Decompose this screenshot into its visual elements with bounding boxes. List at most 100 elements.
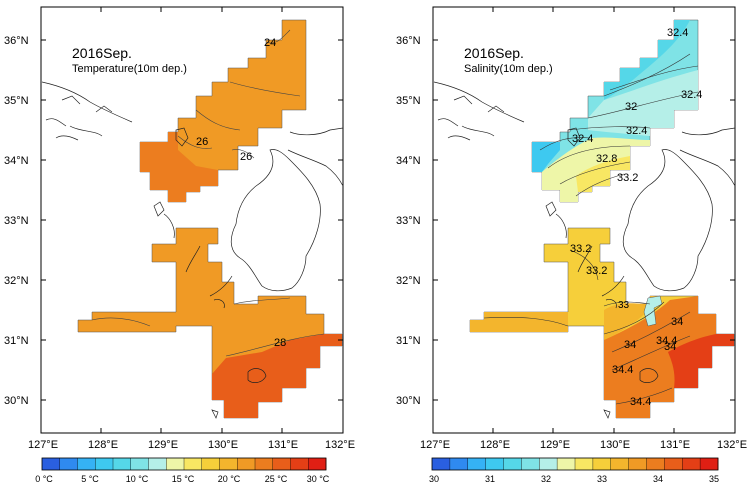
coastline [41, 81, 344, 419]
contour-label: 32.4 [572, 133, 593, 145]
colorbar-swatch [184, 458, 203, 470]
salinity-highest-zone [668, 334, 734, 388]
temperature-warm-zone [212, 334, 342, 418]
colorbar-swatch [432, 458, 451, 470]
colorbar-swatch [113, 458, 132, 470]
colorbar-tick-label: 34 [653, 474, 663, 484]
colorbar-swatch [148, 458, 167, 470]
lon-axis: 127°E 128°E 129°E 130°E 131°E 132°E [28, 439, 355, 451]
temperature-colorbar [41, 457, 327, 471]
salinity-colorbar [431, 457, 719, 471]
lat-label: 34°N [396, 155, 421, 167]
lon-label: 128°E [480, 439, 510, 451]
temperature-contours [91, 29, 325, 357]
contour-label: 33 [618, 300, 630, 311]
colorbar-swatch [42, 458, 61, 470]
colorbar-swatch [610, 458, 630, 470]
contour-label: 33.2 [570, 243, 591, 255]
contour-label: 34.4 [630, 396, 651, 408]
colorbar-swatch [255, 458, 274, 470]
lat-ticks [432, 7, 736, 433]
colorbar-swatch [503, 458, 522, 470]
lon-label: 130°E [600, 439, 630, 451]
contour-label: 32.4 [667, 27, 688, 39]
colorbar-swatch [272, 458, 291, 470]
lat-label: 30°N [4, 395, 29, 407]
colorbar-swatch [166, 458, 185, 470]
contour-label: 34 [671, 316, 683, 328]
colorbar-swatch [682, 458, 701, 470]
lon-label: 132°E [325, 439, 355, 451]
map-subtitle: Salinity(10m dep.) [464, 63, 553, 75]
colorbar-tick-label: 31 [485, 474, 495, 484]
contour-label: 32.8 [596, 153, 617, 165]
colorbar-swatch [237, 458, 256, 470]
lat-label: 35°N [396, 95, 421, 107]
salinity-map-panel: 32.4 32 32.4 32.4 32.4 32.8 33.2 33.2 33… [396, 6, 747, 484]
lat-label: 34°N [4, 155, 29, 167]
lat-label: 36°N [4, 35, 29, 47]
colorbar-swatch [449, 458, 469, 470]
temperature-mid-zone [140, 132, 218, 202]
lat-label: 35°N [4, 95, 29, 107]
salinity-contours [483, 53, 699, 405]
lon-label: 127°E [28, 439, 58, 451]
colorbar-swatch [290, 458, 309, 470]
salinity-fresh-zone [532, 142, 560, 172]
lat-label: 30°N [396, 395, 421, 407]
map-title: 2016Sep. [72, 45, 132, 61]
lat-label: 31°N [4, 335, 29, 347]
colorbar-tick-label: 32 [541, 474, 551, 484]
contour-label: 32.4 [681, 89, 702, 101]
colorbar-swatch [557, 458, 576, 470]
contour-label: 28 [274, 337, 286, 349]
contour-label: 34.4 [612, 364, 633, 376]
lat-label: 32°N [396, 275, 421, 287]
contour-label: 33.2 [617, 172, 638, 184]
colorbar-swatch [592, 458, 612, 470]
lon-label: 132°E [717, 439, 747, 451]
lat-label: 33°N [4, 215, 29, 227]
contour-label: 32 [625, 101, 637, 113]
colorbar-tick-label: 0 °C [35, 474, 53, 484]
lat-axis: 36°N 35°N 34°N 33°N 32°N 31°N 30°N [4, 35, 29, 407]
colorbar-swatch [130, 458, 149, 470]
contour-label: 32.4 [626, 125, 647, 137]
salinity-fresh-zone [604, 20, 690, 100]
salinity-saline-zone [470, 296, 660, 340]
lon-label: 130°E [208, 439, 238, 451]
colorbar-swatch [664, 458, 683, 470]
lat-ticks [40, 7, 344, 433]
contour-label: 33.2 [586, 265, 607, 277]
salinity-mid-zone [588, 70, 698, 136]
lon-label: 128°E [88, 439, 118, 451]
map-subtitle: Temperature(10m dep.) [72, 63, 187, 75]
coastline [433, 81, 736, 419]
colorbar-swatch [485, 458, 504, 470]
colorbar-tick-label: 30 [429, 474, 439, 484]
lon-label: 129°E [540, 439, 570, 451]
contour-label: 34 [624, 339, 636, 351]
lon-label: 129°E [148, 439, 178, 451]
colorbar-swatch [467, 458, 487, 470]
colorbar-swatch [521, 458, 540, 470]
contour-label: 34.4 [656, 335, 677, 347]
contour-label: 24 [264, 37, 276, 49]
lat-label: 36°N [396, 35, 421, 47]
lat-label: 33°N [396, 215, 421, 227]
salinity-high-zone [604, 296, 734, 418]
lon-label: 131°E [660, 439, 690, 451]
colorbar-tick-labels: 30 31 32 33 34 35 [429, 474, 719, 484]
colorbar-swatch [219, 458, 238, 470]
colorbar-tick-label: 20 °C [218, 474, 241, 484]
salinity-saline-zone [576, 156, 630, 192]
lon-axis: 127°E 128°E 129°E 130°E 131°E 132°E [420, 439, 747, 451]
contour-label: 34 [664, 341, 676, 353]
colorbar-tick-label: 15 °C [172, 474, 195, 484]
colorbar-swatch [77, 458, 96, 470]
colorbar-swatch [628, 458, 647, 470]
contour-label: 26 [196, 136, 208, 148]
lat-label: 32°N [4, 275, 29, 287]
lat-axis: 36°N 35°N 34°N 33°N 32°N 31°N 30°N [396, 35, 421, 407]
colorbar-swatch [700, 458, 719, 470]
